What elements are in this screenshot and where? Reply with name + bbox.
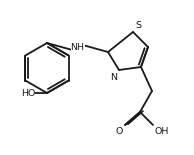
Text: N: N <box>111 73 118 82</box>
Text: O: O <box>115 126 123 135</box>
Text: HO: HO <box>21 89 35 97</box>
Text: NH: NH <box>70 43 85 52</box>
Text: OH: OH <box>155 126 169 135</box>
Text: S: S <box>135 22 141 31</box>
